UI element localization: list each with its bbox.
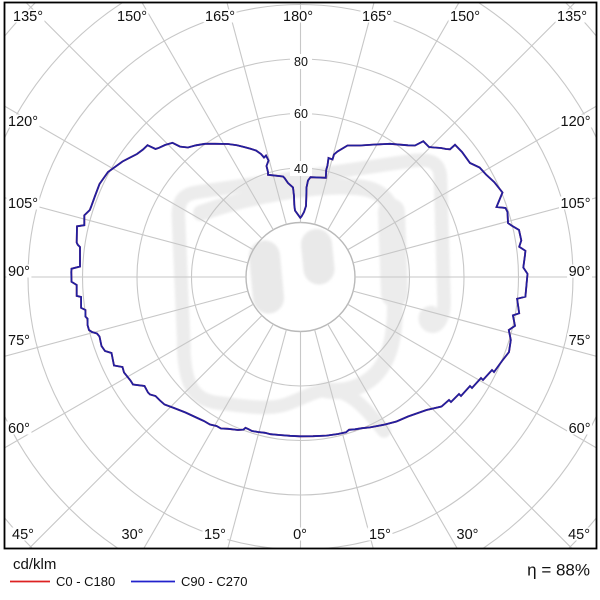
svg-text:45°: 45°: [568, 527, 590, 543]
svg-text:60°: 60°: [569, 421, 591, 437]
svg-text:165°: 165°: [362, 9, 392, 25]
svg-text:150°: 150°: [450, 9, 480, 25]
svg-text:90°: 90°: [569, 264, 591, 280]
svg-text:15°: 15°: [204, 527, 226, 543]
svg-text:30°: 30°: [122, 527, 144, 543]
svg-text:cd/klm: cd/klm: [13, 556, 56, 573]
svg-text:120°: 120°: [561, 114, 591, 130]
svg-text:45°: 45°: [12, 527, 34, 543]
svg-text:75°: 75°: [569, 333, 591, 349]
svg-text:150°: 150°: [117, 9, 147, 25]
svg-text:C0 - C180: C0 - C180: [56, 574, 115, 589]
svg-text:105°: 105°: [561, 196, 591, 212]
svg-text:40: 40: [294, 162, 308, 176]
svg-text:60: 60: [294, 107, 308, 121]
svg-text:135°: 135°: [13, 9, 43, 25]
svg-text:60°: 60°: [8, 421, 30, 437]
svg-text:135°: 135°: [557, 9, 587, 25]
svg-text:180°: 180°: [283, 9, 313, 25]
svg-text:C90 - C270: C90 - C270: [181, 574, 247, 589]
svg-text:120°: 120°: [8, 114, 38, 130]
svg-text:90°: 90°: [8, 264, 30, 280]
svg-text:165°: 165°: [205, 9, 235, 25]
svg-text:15°: 15°: [369, 527, 391, 543]
svg-text:75°: 75°: [8, 333, 30, 349]
svg-text:105°: 105°: [8, 196, 38, 212]
svg-text:0°: 0°: [293, 527, 307, 543]
svg-text:η = 88%: η = 88%: [527, 561, 590, 580]
svg-text:80: 80: [294, 55, 308, 69]
svg-text:30°: 30°: [457, 527, 479, 543]
